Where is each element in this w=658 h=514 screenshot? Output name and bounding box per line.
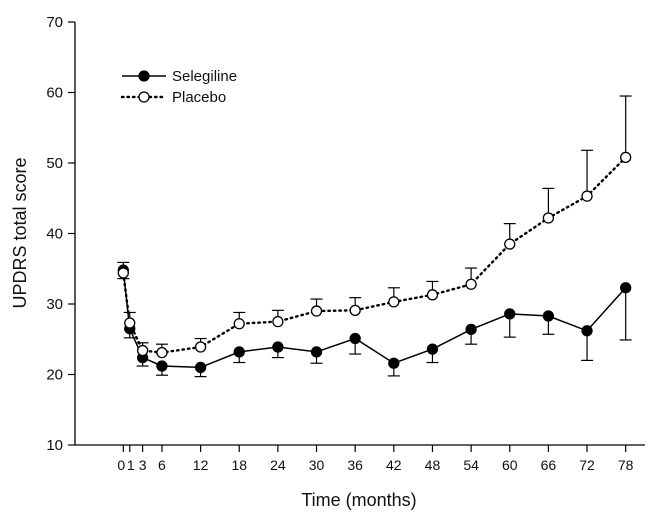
x-tick-label: 24 <box>270 457 286 473</box>
data-point-placebo <box>349 304 361 316</box>
legend: Selegiline Placebo <box>120 68 237 106</box>
x-tick-label: 42 <box>386 457 402 473</box>
data-point-selegiline <box>194 361 207 374</box>
legend-marker <box>138 70 150 82</box>
data-point-selegiline <box>581 325 593 337</box>
data-point-placebo <box>124 317 136 329</box>
x-tick-label: 12 <box>193 457 209 473</box>
series-line-placebo <box>122 156 627 354</box>
x-tick-label: 72 <box>579 457 595 473</box>
data-point-placebo <box>388 296 400 308</box>
data-point-placebo <box>156 346 168 359</box>
y-tick-label: 30 <box>46 296 63 313</box>
series-line-selegiline <box>122 270 627 369</box>
data-point-selegiline <box>156 360 168 372</box>
y-tick-label: 60 <box>46 85 63 102</box>
x-tick-label: 36 <box>347 457 363 473</box>
x-tick-label: 78 <box>618 457 634 473</box>
data-point-placebo <box>504 238 516 250</box>
error-bars <box>117 95 632 378</box>
axes <box>74 22 645 446</box>
data-point-placebo <box>542 212 555 224</box>
data-point-selegiline <box>504 308 516 320</box>
y-tick-label: 20 <box>46 367 63 384</box>
x-tick-label: 54 <box>463 457 479 473</box>
data-point-placebo <box>620 151 632 164</box>
legend-label: Selegiline <box>172 68 237 85</box>
data-point-placebo <box>136 344 149 357</box>
x-tick-label: 60 <box>502 457 518 473</box>
data-point-placebo <box>426 289 439 301</box>
data-points <box>117 151 632 374</box>
legend-marker <box>138 91 150 103</box>
data-point-selegiline <box>388 357 400 369</box>
x-tick-label: 66 <box>541 457 557 473</box>
data-point-selegiline <box>620 282 632 294</box>
series-lines <box>122 156 627 369</box>
data-point-selegiline <box>465 323 477 336</box>
x-tick-label: 1 <box>127 457 135 473</box>
x-tick-label: 30 <box>309 457 325 473</box>
y-tick-label: 40 <box>46 226 63 243</box>
data-point-selegiline <box>349 332 361 345</box>
x-tick-label: 3 <box>139 457 147 473</box>
x-tick-label: 18 <box>231 457 247 473</box>
data-point-selegiline <box>233 346 245 358</box>
y-tick-label: 10 <box>46 437 63 454</box>
y-axis-label: UPDRS total score <box>10 157 30 308</box>
data-point-selegiline <box>542 310 555 322</box>
legend-label: Placebo <box>172 89 226 106</box>
data-point-placebo <box>117 267 129 279</box>
data-point-placebo <box>465 278 477 290</box>
data-point-placebo <box>581 190 593 202</box>
data-point-selegiline <box>310 346 323 358</box>
data-point-selegiline <box>426 343 439 355</box>
x-tick-label: 0 <box>117 457 125 473</box>
x-axis-label: Time (months) <box>301 490 416 510</box>
data-point-selegiline <box>272 341 284 353</box>
x-tick-label: 6 <box>158 457 166 473</box>
data-point-placebo <box>310 305 323 317</box>
y-tick-label: 50 <box>46 155 63 172</box>
y-tick-label: 70 <box>46 14 63 31</box>
data-point-placebo <box>272 315 284 328</box>
data-point-placebo <box>194 341 207 353</box>
data-point-placebo <box>233 318 245 330</box>
x-tick-label: 48 <box>425 457 441 473</box>
